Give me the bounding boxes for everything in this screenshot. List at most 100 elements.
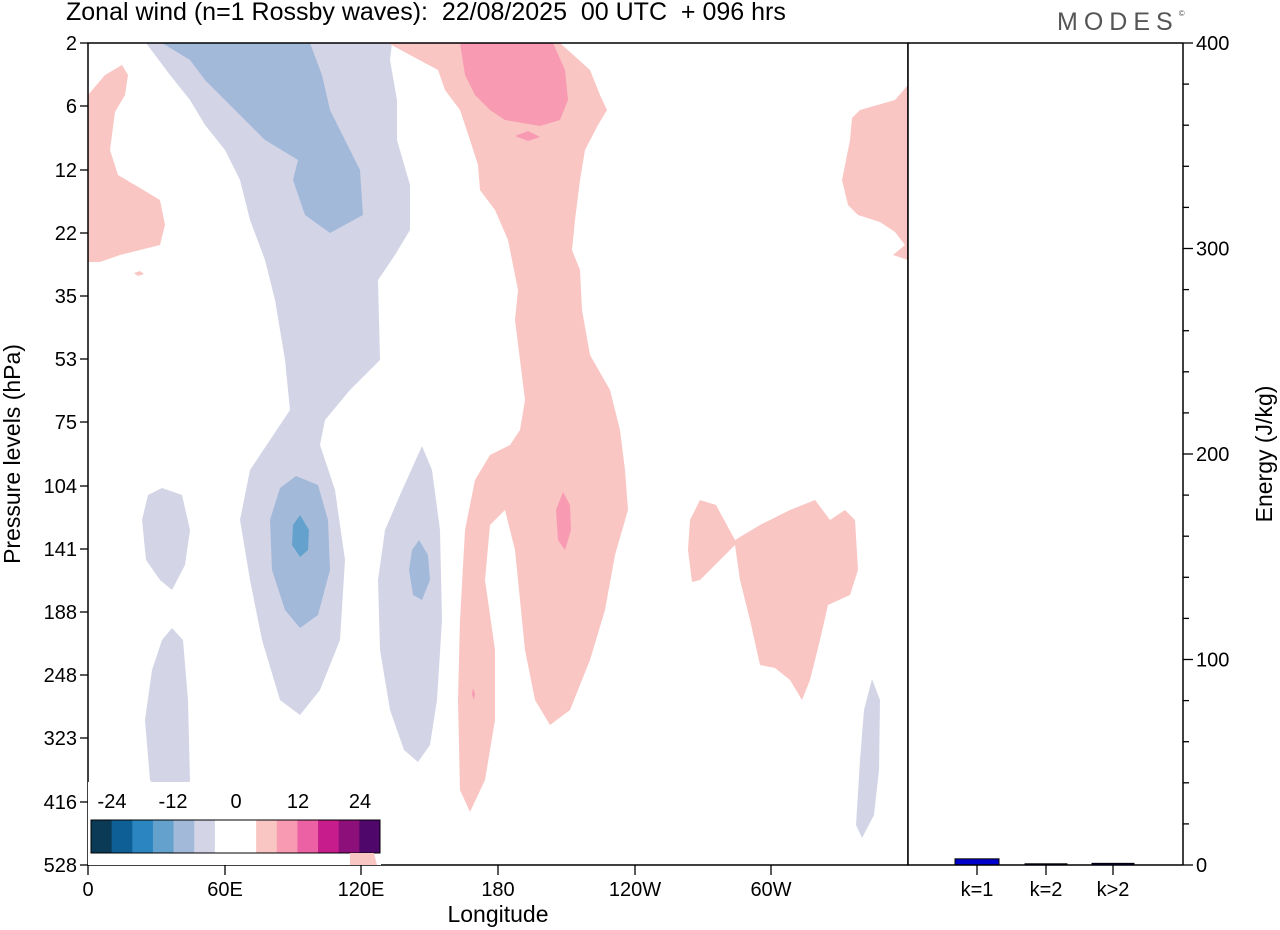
colorbar-swatch <box>91 820 113 853</box>
y-tick-12: 12 <box>55 160 88 182</box>
colorbar-swatch <box>256 820 278 853</box>
y-tick-248: 248 <box>44 665 88 687</box>
contour-neg-40e-lower <box>145 628 190 812</box>
contour-pos-160w-core <box>556 492 571 550</box>
energy-bar-chart: 0 100 200 300 400 k=1 k=2 k>2 Energy (J/kg) <box>907 33 1277 901</box>
x-tick-label-120w: 120W <box>609 879 661 901</box>
y-tick-141: 141 <box>44 539 88 561</box>
contour-pos-west-speck <box>134 271 144 276</box>
logo-text: MODES <box>1057 8 1179 36</box>
colorbar-frame <box>90 819 381 854</box>
y-tick-label-416: 416 <box>44 792 77 814</box>
chart-title: Zonal wind (n=1 Rossby waves): 22/08/202… <box>66 0 786 26</box>
y-tick-label-53: 53 <box>55 349 77 371</box>
contour-pos-west-edge <box>88 65 165 262</box>
contour-pos-180-upper-core <box>460 43 568 126</box>
contour-y-axis: 2 6 12 22 35 53 75 104 141 188 248 323 4… <box>0 33 88 877</box>
x-tick-60w: 60W <box>750 865 792 901</box>
contour-pos-180-upper-dot <box>515 131 540 141</box>
y-tick-label-12: 12 <box>55 160 77 182</box>
colorbar: -24 -12 0 12 24 <box>88 782 381 865</box>
contour-plot <box>87 42 909 866</box>
contour-neg-145e-core <box>409 540 430 600</box>
contour-pos-180-lower-sliver <box>472 688 475 700</box>
energy-y-tick-label: 400 <box>1196 33 1229 55</box>
contour-pos-east-edge <box>842 85 908 260</box>
y-tick-6: 6 <box>66 96 88 118</box>
colorbar-label-0: 0 <box>230 791 241 813</box>
colorbar-swatch <box>194 820 216 853</box>
colorbar-swatch <box>338 820 360 853</box>
energy-y-tick-label: 300 <box>1196 239 1229 261</box>
x-tick-0: 0 <box>82 865 94 901</box>
y-tick-label-35: 35 <box>55 286 77 308</box>
y-tick-323: 323 <box>44 728 88 750</box>
contour-neg-90e-peak <box>292 515 309 557</box>
y-tick-label-188: 188 <box>44 602 77 624</box>
y-tick-528: 528 <box>44 855 88 877</box>
y-tick-75: 75 <box>55 412 88 434</box>
colorbar-swatch <box>359 820 381 853</box>
y-tick-35: 35 <box>55 286 88 308</box>
y-tick-2: 2 <box>66 33 88 55</box>
contour-pos-180-column <box>388 43 628 812</box>
contour-neg-40e-upper <box>142 488 190 590</box>
colorbar-swatch <box>132 820 154 853</box>
y-tick-label-6: 6 <box>66 96 77 118</box>
x-tick-label-0: 0 <box>82 879 93 901</box>
colorbar-swatch <box>173 820 195 853</box>
contour-pos-100w-blob <box>688 500 858 700</box>
x-tick-label-120e: 120E <box>338 879 385 901</box>
y-tick-label-75: 75 <box>55 412 77 434</box>
energy-y-tick-label: 0 <box>1196 855 1207 877</box>
x-tick-120e: 120E <box>338 865 385 901</box>
colorbar-label-neg12: -12 <box>159 791 188 813</box>
contour-neg-65w-lower <box>856 679 880 838</box>
x-tick-label-60w: 60W <box>750 879 791 901</box>
colorbar-swatch <box>297 820 319 853</box>
modes-logo: MODES© <box>1057 8 1185 37</box>
colorbar-swatch <box>111 820 133 853</box>
colorbar-swatch <box>318 820 340 853</box>
x-tick-180: 180 <box>481 865 515 901</box>
contour-neg-upper-core <box>162 43 363 233</box>
y-tick-label-104: 104 <box>44 476 77 498</box>
energy-bar-k=1 <box>954 858 1000 866</box>
colorbar-swatch <box>152 820 175 853</box>
logo-mark: © <box>1178 9 1185 18</box>
energy-y-tick-label: 200 <box>1196 444 1229 466</box>
y-tick-22: 22 <box>55 223 88 245</box>
contour-neg-145e-tongue <box>378 446 442 762</box>
colorbar-label-neg24: -24 <box>98 791 127 813</box>
energy-x-label: k=2 <box>1030 879 1063 901</box>
y-tick-label-323: 323 <box>44 728 77 750</box>
colorbar-label-12: 12 <box>287 791 309 813</box>
x-tick-120w: 120W <box>609 865 661 901</box>
y-tick-label-2: 2 <box>66 33 77 55</box>
contour-pos-125e-bottom <box>350 853 377 865</box>
x-axis-title: Longitude <box>447 901 548 927</box>
y-tick-label-22: 22 <box>55 223 77 245</box>
colorbar-label-24: 24 <box>349 791 371 813</box>
x-tick-label-180: 180 <box>481 879 514 901</box>
energy-y-ticks: 0 100 200 300 400 <box>1183 33 1229 877</box>
colorbar-swatches <box>91 820 381 853</box>
y-tick-label-528: 528 <box>44 855 77 877</box>
energy-plot-background <box>908 43 1183 865</box>
y-axis-title: Pressure levels (hPa) <box>0 344 25 564</box>
x-tick-label-60e: 60E <box>207 879 243 901</box>
energy-x-label: k=1 <box>961 879 994 901</box>
energy-y-tick-label: 100 <box>1196 650 1229 672</box>
colorbar-swatch <box>214 820 236 853</box>
energy-x-label: k>2 <box>1097 879 1130 901</box>
energy-x-labels: k=1 k=2 k>2 <box>961 865 1130 901</box>
x-tick-60e: 60E <box>207 865 243 901</box>
contour-x-axis: 0 60E 120E 180 120W 60W Longitude <box>82 865 792 927</box>
y-tick-416: 416 <box>44 792 88 814</box>
y-tick-104: 104 <box>44 476 88 498</box>
colorbar-swatch <box>276 820 298 853</box>
y-tick-label-141: 141 <box>44 539 77 561</box>
y-tick-label-248: 248 <box>44 665 77 687</box>
y-tick-53: 53 <box>55 349 88 371</box>
